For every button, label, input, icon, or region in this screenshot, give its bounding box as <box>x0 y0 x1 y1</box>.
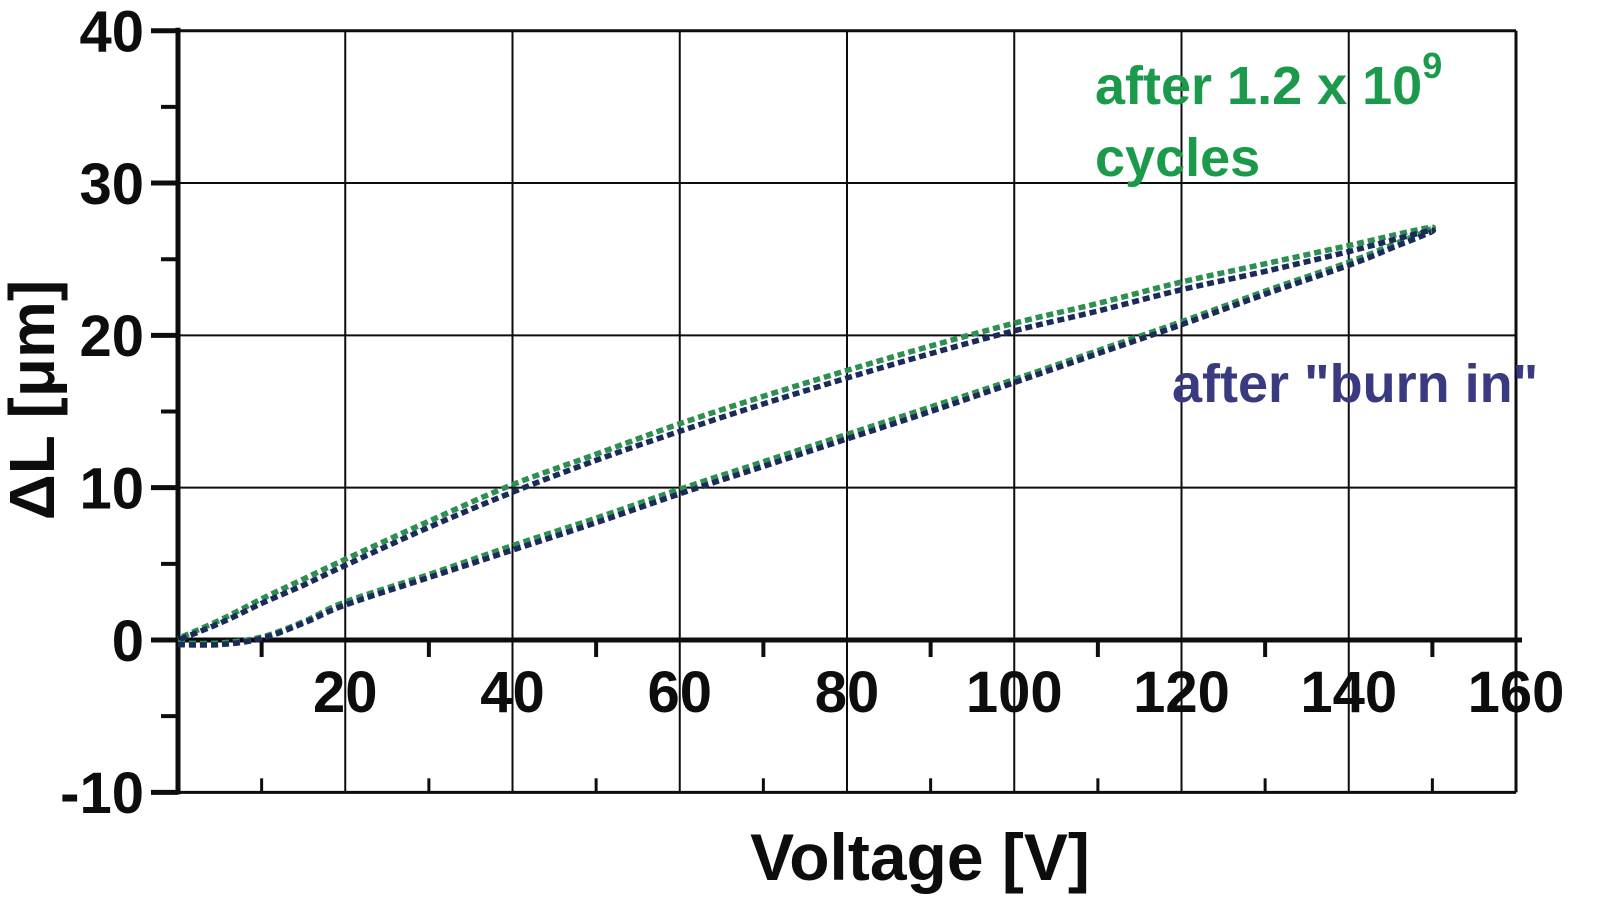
y-axis-title: ΔL [μm] <box>0 280 68 520</box>
y-tick-label: 0 <box>112 609 144 674</box>
series-curve-0 <box>176 224 1436 647</box>
x-tick-label: 140 <box>1300 660 1397 725</box>
series-curve-1 <box>176 227 1436 648</box>
y-tick-label: 40 <box>79 0 144 65</box>
legend-label-cycles-line1: after 1.2 x 109 <box>1095 45 1442 116</box>
x-tick-label: 40 <box>480 660 545 725</box>
x-tick-label: 160 <box>1468 660 1565 725</box>
x-axis-title: Voltage [V] <box>750 820 1090 894</box>
y-tick-label: -10 <box>60 761 144 826</box>
y-tick-labels: 40 30 20 10 0 -10 <box>60 0 144 826</box>
data-curves <box>176 224 1436 648</box>
legend-label-burn-in: after "burn in" <box>1172 354 1538 414</box>
x-tick-label: 20 <box>313 660 378 725</box>
legend-label-cycles-text: after 1.2 x 10 <box>1095 56 1422 116</box>
x-tick-label: 120 <box>1133 660 1230 725</box>
y-tick-label: 10 <box>79 457 144 522</box>
x-tick-label: 60 <box>647 660 712 725</box>
x-tick-labels: 20 40 60 80 100 120 140 160 <box>313 660 1564 725</box>
y-tick-label: 30 <box>79 152 144 217</box>
legend-label-cycles-line2: cycles <box>1095 128 1260 188</box>
legend-label-cycles-superscript: 9 <box>1422 45 1442 86</box>
x-tick-label: 80 <box>815 660 880 725</box>
grid-lines <box>178 30 1516 793</box>
axis-ticks <box>151 28 1435 795</box>
x-tick-label: 100 <box>966 660 1063 725</box>
y-tick-label: 20 <box>79 304 144 369</box>
